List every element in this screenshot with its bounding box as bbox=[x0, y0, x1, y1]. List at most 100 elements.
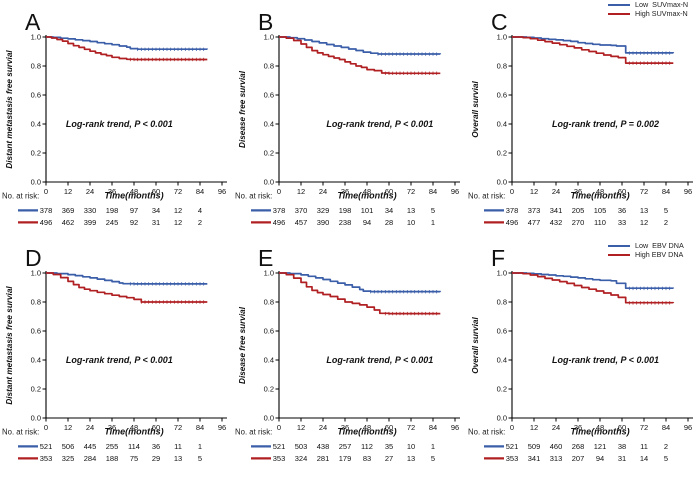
risk-table-label: No. at risk: bbox=[235, 428, 272, 437]
panel-letter: A bbox=[25, 9, 41, 35]
y-tick-label: 0.6 bbox=[497, 327, 507, 336]
risk-count: 341 bbox=[528, 454, 541, 463]
km-curve-high bbox=[46, 272, 208, 303]
risk-count: 33 bbox=[618, 218, 626, 227]
x-tick-label: 36 bbox=[108, 423, 116, 432]
risk-count: 245 bbox=[106, 218, 119, 227]
legend-line-high-icon bbox=[608, 13, 630, 15]
censor-marks-low bbox=[129, 282, 205, 286]
y-tick-label: 0.4 bbox=[31, 356, 41, 365]
risk-count: 5 bbox=[431, 206, 435, 215]
risk-count: 34 bbox=[385, 206, 393, 215]
risk-count: 10 bbox=[407, 442, 415, 451]
risk-count: 521 bbox=[506, 442, 519, 451]
y-tick-label: 0.6 bbox=[31, 91, 41, 100]
y-tick-label: 0.0 bbox=[31, 414, 41, 423]
km-curve-low bbox=[512, 36, 675, 54]
risk-count: 36 bbox=[152, 442, 160, 451]
panel-letter: D bbox=[25, 245, 42, 271]
y-tick-label: 1.0 bbox=[31, 33, 41, 42]
censor-marks-low bbox=[370, 290, 438, 294]
x-tick-label: 84 bbox=[429, 423, 437, 432]
risk-count: 460 bbox=[550, 442, 563, 451]
risk-count: 36 bbox=[618, 206, 626, 215]
x-tick-label: 72 bbox=[407, 423, 415, 432]
censor-marks-high bbox=[384, 71, 438, 75]
pvalue-annotation: Log-rank trend, P < 0.001 bbox=[66, 119, 173, 129]
x-tick-label: 12 bbox=[530, 423, 538, 432]
y-axis-label: Disease free survial bbox=[238, 70, 247, 148]
risk-count: 496 bbox=[506, 218, 519, 227]
panel-letter: C bbox=[491, 9, 508, 35]
x-tick-label: 24 bbox=[86, 187, 94, 196]
risk-count: 4 bbox=[198, 206, 202, 215]
risk-count: 1 bbox=[198, 442, 202, 451]
risk-count: 281 bbox=[317, 454, 330, 463]
x-tick-label: 60 bbox=[152, 423, 160, 432]
risk-count: 353 bbox=[506, 454, 519, 463]
km-panel-C: C 0 12 24 36 48 60 72 84 96 0.0 0.2 0.4 0.6 0.8 1.0 Over… bbox=[466, 0, 699, 236]
x-axis-title: Time(months) bbox=[570, 191, 629, 201]
risk-count: 370 bbox=[295, 206, 308, 215]
km-curve-low bbox=[279, 36, 442, 55]
risk-count: 329 bbox=[317, 206, 330, 215]
y-tick-label: 0.2 bbox=[264, 149, 274, 158]
risk-count: 353 bbox=[273, 454, 286, 463]
y-tick-label: 0.6 bbox=[264, 327, 274, 336]
x-tick-label: 96 bbox=[218, 423, 226, 432]
y-tick-label: 0.8 bbox=[497, 62, 507, 71]
x-tick-label: 60 bbox=[618, 423, 626, 432]
x-tick-label: 24 bbox=[319, 423, 327, 432]
x-tick-label: 48 bbox=[363, 187, 371, 196]
censor-marks-high bbox=[628, 301, 671, 305]
x-tick-label: 60 bbox=[618, 187, 626, 196]
pvalue-annotation: Log-rank trend, P < 0.001 bbox=[326, 355, 433, 365]
x-axis-title: Time(months) bbox=[337, 191, 396, 201]
km-curve-low bbox=[46, 272, 208, 285]
risk-count: 438 bbox=[317, 442, 330, 451]
x-tick-label: 0 bbox=[510, 187, 514, 196]
risk-count: 13 bbox=[407, 206, 415, 215]
km-plot: A0 12 24 36 48 60 72 84 960.00.20.40.60.81.0Dist… bbox=[2, 9, 227, 227]
risk-count: 12 bbox=[640, 218, 648, 227]
risk-count: 378 bbox=[506, 206, 519, 215]
km-panel-A: A 0 12 24 36 48 60 72 84 96 0.0 0.2 0.4 0.6 0.8 1.0 Dist… bbox=[0, 0, 233, 236]
risk-count: 34 bbox=[152, 206, 160, 215]
risk-count: 14 bbox=[640, 454, 648, 463]
risk-count: 445 bbox=[84, 442, 97, 451]
km-plot: E 0 12 24 36 48 60 72 84 96 0.0 0.2 0.4 0.6 0.8 1.0 Dise… bbox=[235, 245, 460, 463]
x-tick-label: 96 bbox=[451, 423, 459, 432]
x-tick-label: 24 bbox=[319, 187, 327, 196]
x-tick-label: 72 bbox=[407, 187, 415, 196]
risk-count: 28 bbox=[385, 218, 393, 227]
risk-count: 1 bbox=[431, 218, 435, 227]
legend-label-high-suvmax: High SUVmax-N bbox=[635, 9, 688, 18]
km-panel-B: B 0 12 24 36 48 60 72 84 96 0.0 0.2 0.4 0.6 0.8 1.0 Dise… bbox=[233, 0, 466, 236]
risk-table-label: No. at risk: bbox=[2, 428, 39, 437]
risk-count: 2 bbox=[664, 218, 668, 227]
panel-letter: F bbox=[491, 245, 505, 271]
x-tick-label: 72 bbox=[174, 187, 182, 196]
legend-label-high-ebv: High EBV DNA bbox=[635, 250, 684, 259]
x-tick-label: 0 bbox=[277, 423, 281, 432]
x-axis-title: Time(months) bbox=[104, 427, 163, 437]
legend-item-low-ebv: Low EBV DNA bbox=[607, 242, 684, 250]
risk-table-label: No. at risk: bbox=[468, 428, 505, 437]
risk-count: 94 bbox=[596, 454, 604, 463]
legend-item-low-suvmax: Low SUVmax-N bbox=[607, 1, 688, 9]
y-tick-label: 0.0 bbox=[264, 414, 274, 423]
x-tick-label: 36 bbox=[341, 187, 349, 196]
x-axis-title: Time(months) bbox=[104, 191, 163, 201]
risk-count: 97 bbox=[130, 206, 138, 215]
x-tick-label: 0 bbox=[44, 423, 48, 432]
y-tick-label: 0.0 bbox=[497, 178, 507, 187]
y-tick-label: 0.4 bbox=[31, 120, 41, 129]
risk-count: 205 bbox=[572, 206, 585, 215]
x-tick-label: 12 bbox=[297, 423, 305, 432]
risk-count: 27 bbox=[385, 454, 393, 463]
risk-count: 268 bbox=[572, 442, 585, 451]
y-tick-label: 1.0 bbox=[264, 33, 274, 42]
y-tick-label: 0.6 bbox=[264, 91, 274, 100]
x-tick-label: 60 bbox=[152, 187, 160, 196]
risk-count: 10 bbox=[407, 218, 415, 227]
